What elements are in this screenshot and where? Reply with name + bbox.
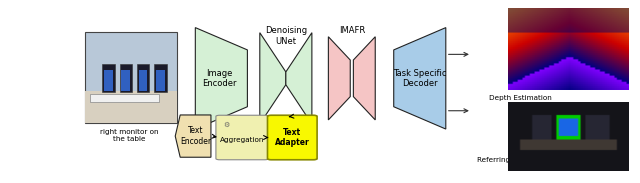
FancyBboxPatch shape [85,32,177,123]
Text: Text
Encoder: Text Encoder [180,126,211,146]
FancyBboxPatch shape [85,91,177,123]
FancyBboxPatch shape [90,94,159,102]
Polygon shape [328,37,350,120]
FancyBboxPatch shape [137,64,150,92]
Text: Text
Adapter: Text Adapter [275,128,310,147]
Text: IMAFR: IMAFR [339,26,365,35]
FancyBboxPatch shape [138,70,147,91]
Polygon shape [175,115,211,157]
Polygon shape [394,28,446,129]
Text: Task Specific
Decoder: Task Specific Decoder [393,69,447,88]
Text: Image
Encoder: Image Encoder [202,69,236,88]
Text: Aggregation: Aggregation [220,137,264,143]
FancyBboxPatch shape [121,70,130,91]
Text: Referring Segmentation: Referring Segmentation [477,156,563,163]
FancyBboxPatch shape [216,115,269,160]
FancyBboxPatch shape [156,70,165,91]
Text: Denoising
UNet: Denoising UNet [265,26,307,46]
Polygon shape [353,37,375,120]
FancyBboxPatch shape [268,115,317,160]
FancyBboxPatch shape [154,64,167,92]
FancyBboxPatch shape [102,64,115,92]
Polygon shape [286,33,312,124]
FancyBboxPatch shape [120,64,132,92]
Polygon shape [260,33,286,124]
Polygon shape [195,28,248,129]
Text: right monitor on
the table: right monitor on the table [100,129,159,142]
Text: ⚙: ⚙ [223,122,230,128]
FancyBboxPatch shape [104,70,113,91]
Text: Depth Estimation: Depth Estimation [488,95,551,100]
